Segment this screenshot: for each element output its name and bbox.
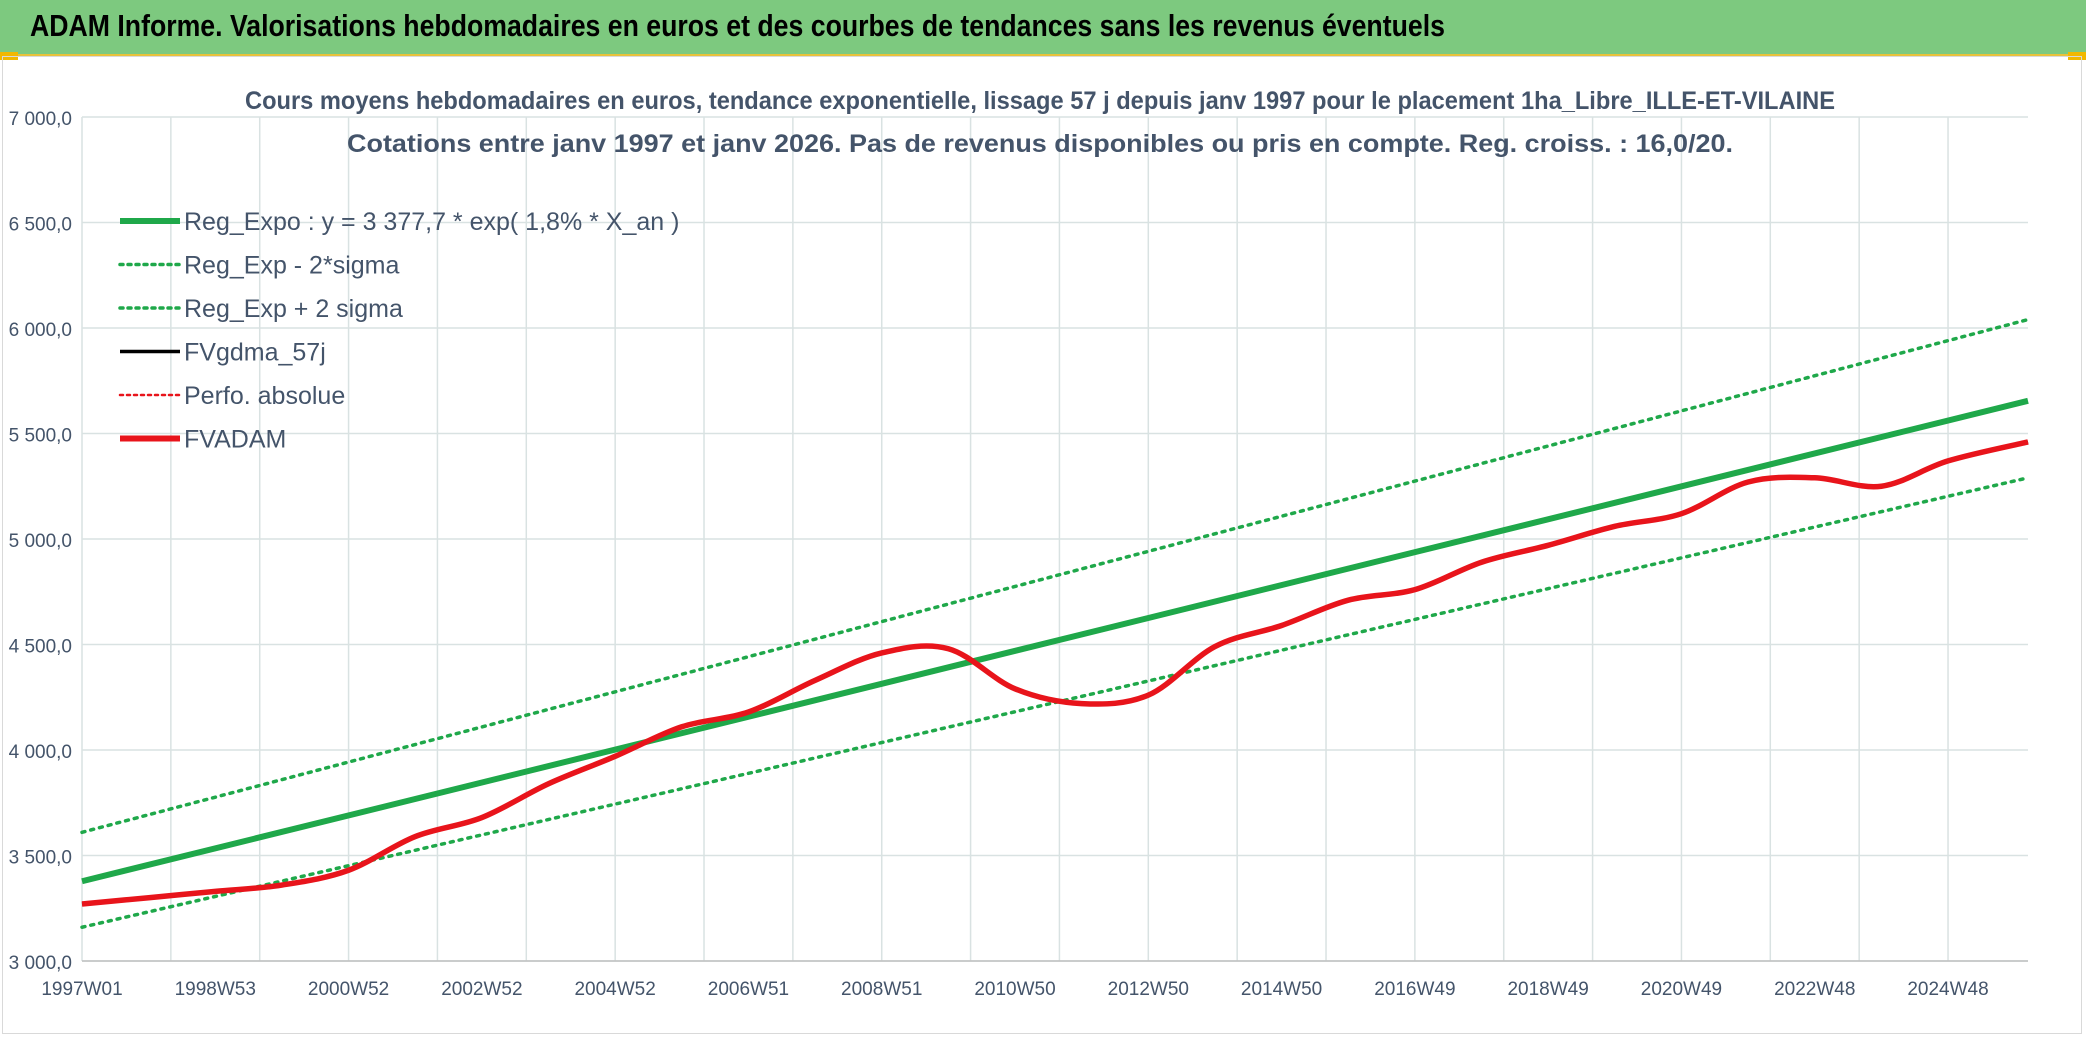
y-tick-label: 5 000,0 [9, 531, 72, 552]
x-tick-label: 2020W49 [1641, 979, 1722, 1000]
x-tick-label: 2016W49 [1374, 979, 1455, 1000]
axis-labels: 3 000,0 3 500,0 4 000,0 4 500,0 5 000,0 5 500… [9, 109, 1989, 1000]
y-tick-label: 4 000,0 [9, 742, 72, 763]
y-tick-label: 3 500,0 [9, 848, 72, 869]
x-tick-label: 2006W51 [708, 979, 789, 1000]
x-tick-label: 2004W52 [574, 979, 655, 1000]
legend-label: Reg_Exp - 2*sigma [184, 252, 399, 280]
series-fvadam [81, 439, 2029, 907]
legend-label: FVgdma_57j [184, 339, 326, 367]
x-tick-label: 2000W52 [308, 979, 389, 1000]
x-tick-label: 2018W49 [1507, 979, 1588, 1000]
series-fvgdma [81, 440, 2029, 906]
series-reg-expo [81, 397, 2029, 885]
x-tick-label: 1998W53 [175, 979, 256, 1000]
x-tick-label: 2002W52 [441, 979, 522, 1000]
x-tick-label: 2012W50 [1108, 979, 1189, 1000]
x-tick-label: 1997W01 [41, 979, 122, 1000]
x-tick-label: 2008W51 [841, 979, 922, 1000]
series-reg-exp-plus [80, 317, 2030, 835]
legend: Reg_Expo : y = 3 377,7 * exp( 1,8% * X_a… [118, 208, 679, 454]
chart-frame [2, 56, 2082, 1034]
legend-label: FVADAM [184, 426, 286, 454]
page-title: ADAM Informe. Valorisations hebdomadaire… [30, 8, 1445, 43]
x-tick-label: 2024W48 [1907, 979, 1988, 1000]
y-tick-label: 4 500,0 [9, 637, 72, 658]
y-tick-label: 3 000,0 [9, 953, 72, 974]
grid-lines [81, 116, 2028, 962]
x-tick-label: 2014W50 [1241, 979, 1322, 1000]
x-tick-label: 2022W48 [1774, 979, 1855, 1000]
legend-label: Perfo. absolue [184, 382, 345, 410]
chart-title-block: Cours moyens hebdomadaires en euros, ten… [245, 87, 1835, 158]
header-bar: ADAM Informe. Valorisations hebdomadaire… [0, 0, 2086, 56]
x-tick-label: 2010W50 [974, 979, 1055, 1000]
y-tick-label: 5 500,0 [9, 426, 72, 447]
y-tick-label: 6 000,0 [9, 320, 72, 341]
y-tick-label: 7 000,0 [9, 109, 72, 130]
chart-subtitle: Cotations entre janv 1997 et janv 2026. … [347, 130, 1733, 158]
y-tick-label: 6 500,0 [9, 215, 72, 236]
series-lines [80, 317, 2030, 929]
chart-title: Cours moyens hebdomadaires en euros, ten… [245, 87, 1835, 115]
legend-label: Reg_Exp + 2 sigma [184, 295, 403, 323]
legend-label: Reg_Expo : y = 3 377,7 * exp( 1,8% * X_a… [184, 208, 679, 236]
